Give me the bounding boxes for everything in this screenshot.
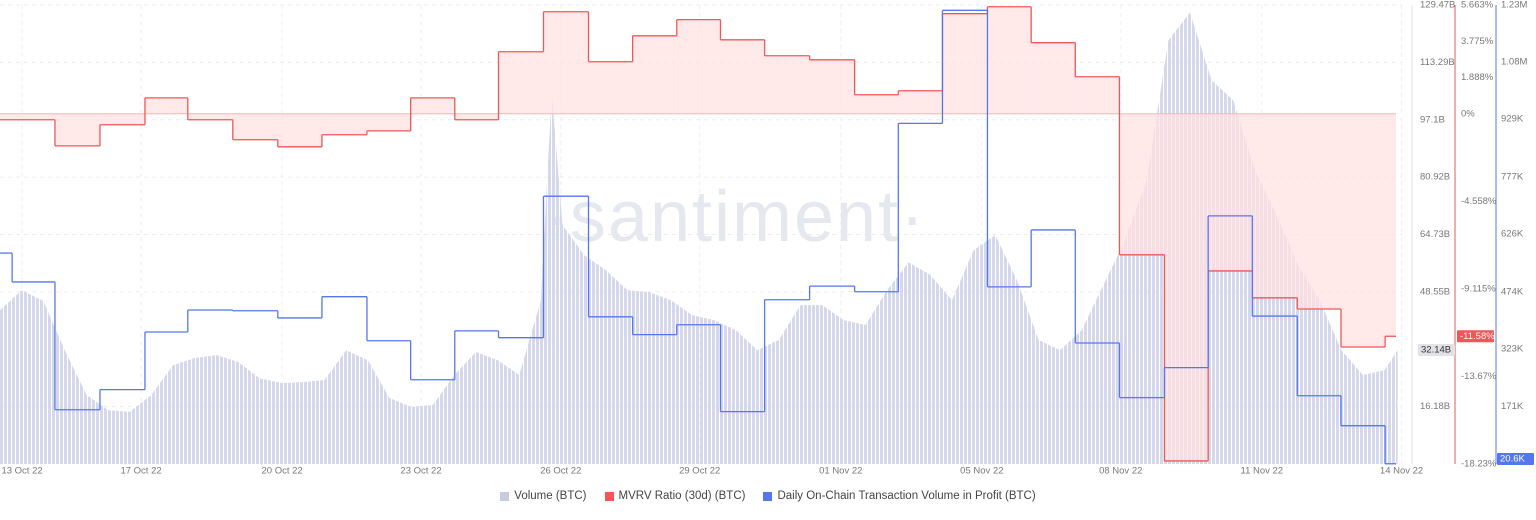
y-tick-label: 80.92B (1420, 172, 1450, 183)
mvrv-fill (277, 113, 322, 147)
y2-tick-label: 5.663% (1461, 0, 1494, 11)
y2-tick-label: 0% (1461, 108, 1475, 119)
x-tick-label: 08 Nov 22 (1099, 466, 1142, 477)
mvrv-fill (1385, 113, 1396, 337)
legend-swatch (763, 491, 773, 501)
mvrv-fill (588, 61, 633, 114)
legend-label: Volume (BTC) (514, 490, 587, 502)
mvrv-fill (1075, 76, 1120, 114)
mvrv-fill (809, 59, 855, 114)
mvrv-fill (942, 13, 988, 114)
y2-tick-label: -18.23% (1461, 459, 1497, 470)
mvrv-fill (187, 113, 233, 120)
mvrv-fill (144, 97, 188, 114)
x-tick-label: 01 Nov 22 (819, 466, 862, 477)
current-value-label: 20.6K (1500, 454, 1525, 465)
mvrv-fill (1119, 113, 1165, 255)
legend-item[interactable]: Volume (BTC) (500, 490, 587, 502)
x-tick-label: 26 Oct 22 (540, 466, 581, 477)
mvrv-fill (987, 6, 1032, 114)
mvrv-fill (1208, 113, 1253, 271)
y3-tick-label: 929K (1501, 114, 1524, 125)
legend: Volume (BTC) MVRV Ratio (30d) (BTC) Daily … (0, 490, 1536, 502)
y3-tick-label: 171K (1501, 401, 1524, 412)
volume-area (0, 12, 1398, 464)
y3-tick-label: 1.08M (1501, 56, 1527, 67)
y3-tick-label: 777K (1501, 171, 1524, 182)
legend-item[interactable]: Daily On-Chain Transaction Volume in Pro… (763, 490, 1036, 502)
series-2 (0, 9, 1396, 465)
current-value-label: 32.14B (1421, 345, 1451, 356)
y2-tick-label: -4.558% (1461, 196, 1497, 207)
legend-label: Daily On-Chain Transaction Volume in Pro… (777, 490, 1036, 502)
y2-tick-label: -13.67% (1461, 371, 1497, 382)
series-1 (0, 6, 1396, 462)
mvrv-fill (0, 113, 55, 120)
mvrv-fill (321, 113, 367, 135)
legend-swatch (500, 491, 510, 501)
x-tick-label: 11 Nov 22 (1240, 466, 1283, 477)
y-tick-label: 97.1B (1420, 114, 1445, 125)
current-value-badge (1497, 453, 1534, 465)
mvrv-fill (632, 35, 677, 114)
mvrv-fill (232, 113, 278, 140)
y3-tick-label: 626K (1501, 229, 1524, 240)
mvrv-fill (720, 39, 765, 114)
mvrv-fill (898, 90, 943, 114)
mvrv-fill (676, 19, 721, 114)
y2-tick-label: 1.888% (1461, 72, 1494, 83)
mvrv-fill (498, 51, 544, 114)
mvrv-fill (410, 97, 455, 114)
x-tick-label: 14 Nov 22 (1380, 466, 1423, 477)
chart: ·santiment· 13 Oct 22 17 Oct 22 20 Oct 22 23… (0, 0, 1534, 477)
mvrv-fill (854, 94, 899, 114)
y2-tick-label: -9.115% (1461, 283, 1496, 294)
current-value-badge (1457, 330, 1494, 343)
legend-label: MVRV Ratio (30d) (BTC) (618, 490, 746, 502)
y-tick-label: 16.18B (1420, 401, 1450, 412)
x-tick-label: 05 Nov 22 (960, 466, 1003, 477)
x-tick-label: 20 Oct 22 (262, 466, 303, 477)
mvrv-fill (99, 113, 145, 125)
mvrv-fill (1252, 113, 1298, 298)
mvrv-fill (454, 113, 499, 120)
mvrv-fill (366, 113, 411, 131)
y3-tick-label: 323K (1501, 344, 1524, 355)
mvrv-fill (1297, 113, 1341, 309)
legend-item[interactable]: MVRV Ratio (30d) (BTC) (604, 490, 746, 502)
mvrv-fill (1340, 113, 1386, 348)
mvrv-fill (764, 55, 810, 114)
x-tick-label: 29 Oct 22 (679, 466, 720, 477)
mvrv-fill (543, 11, 589, 114)
y-tick-label: 64.73B (1420, 229, 1450, 240)
y3-tick-label: 474K (1501, 286, 1524, 297)
y3-tick-label: 1.23M (1501, 0, 1527, 11)
x-tick-label: 17 Oct 22 (120, 466, 161, 477)
mvrv-fill (1164, 113, 1209, 461)
watermark: ·santiment· (544, 177, 926, 257)
mvrv-fill (54, 113, 100, 146)
y-tick-label: 129.47B (1420, 0, 1455, 11)
x-tick-label: 23 Oct 22 (400, 466, 441, 477)
x-tick-label: 13 Oct 22 (1, 466, 42, 477)
current-value-badge (1418, 344, 1455, 357)
y-tick-label: 113.29B (1420, 57, 1455, 68)
mvrv-fill (1031, 42, 1076, 114)
y-tick-label: 48.55B (1420, 286, 1450, 297)
y2-tick-label: 3.775% (1461, 36, 1494, 47)
current-value-label: -11.58% (1460, 331, 1495, 342)
legend-swatch (604, 491, 614, 501)
